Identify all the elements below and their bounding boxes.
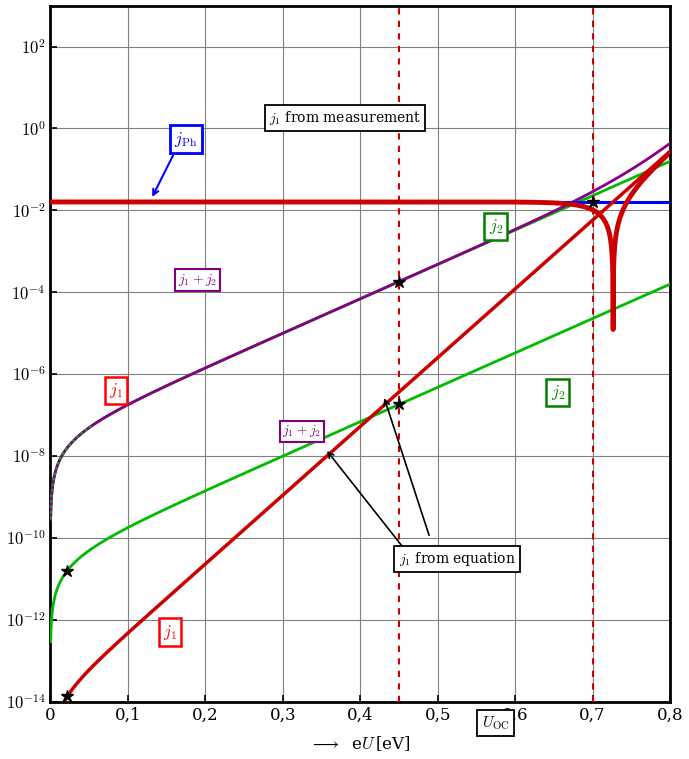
Text: $j_1$ from equation: $j_1$ from equation (398, 550, 515, 568)
Text: $j_2$: $j_2$ (489, 217, 503, 236)
Text: $j_\mathrm{Ph}$: $j_\mathrm{Ph}$ (174, 130, 198, 149)
Text: $j_2$: $j_2$ (551, 383, 565, 402)
Text: $U_\mathrm{OC}$: $U_\mathrm{OC}$ (482, 714, 510, 732)
X-axis label: $\longrightarrow\ \ $e$U\,$[eV]: $\longrightarrow\ \ $e$U\,$[eV] (310, 735, 411, 754)
Text: $j_1+j_2$: $j_1+j_2$ (178, 272, 217, 288)
Text: $j_1$: $j_1$ (109, 381, 123, 400)
Text: $j_1$: $j_1$ (163, 622, 177, 641)
Text: $j_1+j_2$: $j_1+j_2$ (282, 424, 322, 439)
Text: $j_1$ from measurement: $j_1$ from measurement (269, 109, 421, 127)
